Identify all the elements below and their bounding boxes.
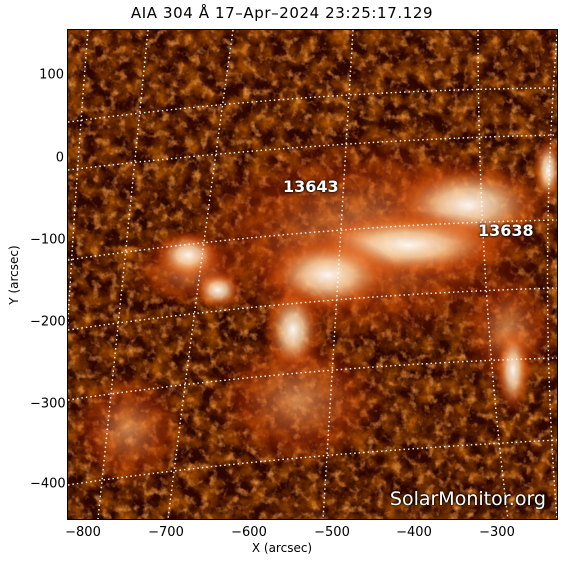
solar-image-svg bbox=[68, 30, 557, 519]
y-tick: −200 bbox=[30, 314, 66, 330]
region-label-13638: 13638 bbox=[478, 221, 534, 240]
x-tick: −400 bbox=[396, 525, 432, 540]
y-tick: −300 bbox=[30, 396, 66, 412]
y-tick: −100 bbox=[30, 232, 66, 248]
x-tick: −500 bbox=[314, 525, 350, 540]
watermark: SolarMonitor.org bbox=[389, 488, 546, 510]
region-label-13643: 13643 bbox=[283, 177, 339, 196]
solar-image bbox=[68, 30, 557, 519]
y-tick: −400 bbox=[30, 476, 66, 492]
x-tick: −700 bbox=[148, 525, 184, 540]
image-title: AIA 304 Å 17–Apr–2024 23:25:17.129 bbox=[130, 4, 434, 22]
x-tick: −800 bbox=[65, 525, 101, 540]
y-tick: 0 bbox=[55, 150, 64, 166]
y-tick: 100 bbox=[39, 67, 64, 83]
x-tick: −300 bbox=[479, 525, 515, 540]
x-tick: −600 bbox=[231, 525, 267, 540]
y-axis-label: Y (arcsec) bbox=[7, 245, 21, 305]
x-axis-label: X (arcsec) bbox=[251, 541, 313, 555]
